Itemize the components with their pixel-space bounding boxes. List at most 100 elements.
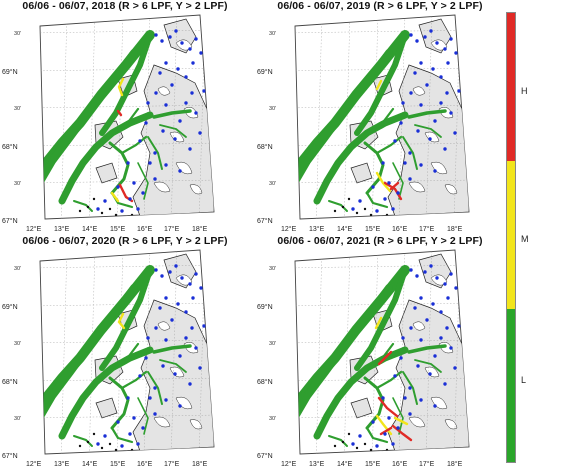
lat-minute-label: 30' [14, 416, 21, 422]
station-dot-dark [108, 442, 112, 446]
station-dot [383, 197, 387, 201]
lake-shape [412, 321, 426, 331]
station-dot [416, 364, 420, 368]
lat-label: 69°N [2, 68, 18, 76]
station-dot [433, 404, 437, 408]
station-dot [358, 434, 362, 438]
station-dot [198, 366, 202, 370]
station-dot [158, 306, 162, 310]
station-dot-dark [333, 444, 337, 448]
meridian-line [453, 15, 461, 219]
lon-label: 12°E [26, 225, 42, 233]
lat-minute-label: 30' [269, 181, 276, 187]
station-dot [435, 41, 439, 45]
station-dot [403, 161, 407, 165]
lon-label: 17°E [419, 225, 435, 233]
lon-label: 12°E [26, 460, 42, 468]
station-dot [188, 147, 192, 151]
route-segment-low [58, 111, 154, 205]
route-segment-low [402, 136, 418, 170]
route-segment-low [120, 370, 148, 390]
route-segment-medium [393, 416, 409, 426]
lat-label: 69°N [2, 303, 18, 311]
station-dot [439, 310, 443, 314]
route-segment-low [365, 426, 389, 444]
route-segment-low [365, 191, 389, 209]
meridian-line [343, 15, 351, 219]
route-segment-low [99, 267, 153, 371]
meridian-line [60, 15, 68, 219]
lake-shape [169, 131, 185, 143]
station-dot [176, 67, 180, 71]
station-dot [396, 426, 400, 430]
station-dot-dark [108, 207, 112, 211]
station-dot [174, 29, 178, 33]
station-dot [154, 33, 158, 37]
station-dot [409, 33, 413, 37]
colorbar-medium [507, 161, 515, 310]
map-2020: 69°N 68°N 67°N 30' 30' 30' 12°E 13°E 14°E 15°E 16°… [2, 248, 215, 468]
lat-minute-label: 30' [14, 341, 21, 347]
station-dot [202, 324, 206, 328]
station-dot-dark [347, 197, 351, 201]
lon-label: 16°E [392, 460, 408, 468]
station-dot [391, 442, 395, 446]
colorbar-label-medium: M [521, 234, 529, 244]
map-panel-2019: 06/06 - 06/07, 2019 (R > 6 LPF, Y > 2 LP… [255, 0, 505, 233]
station-dot [103, 199, 107, 203]
route-segment-high [377, 396, 399, 418]
colorbar [506, 12, 516, 463]
station-dot [153, 412, 157, 416]
lon-label: 17°E [419, 460, 435, 468]
station-dot-dark [100, 446, 104, 450]
station-dot [454, 51, 458, 55]
station-dot [194, 37, 198, 41]
route-segment-low [147, 371, 163, 405]
station-dot [160, 39, 164, 43]
station-dot [383, 432, 387, 436]
meridian-line [33, 248, 39, 463]
station-dot [425, 318, 429, 322]
station-dot [199, 286, 203, 290]
colorbar-low [507, 309, 515, 462]
station-dot-dark [347, 432, 351, 436]
lon-label: 13°E [54, 460, 70, 468]
lat-minute-label: 30' [269, 266, 276, 272]
station-dot [449, 346, 453, 350]
station-dot [178, 119, 182, 123]
station-dot [445, 91, 449, 95]
meridian-line [88, 15, 96, 219]
station-dot [413, 306, 417, 310]
station-dot [188, 47, 192, 51]
route-segment-high [383, 181, 403, 201]
lat-label: 69°N [257, 68, 273, 76]
lon-label: 14°E [337, 225, 353, 233]
route-segment-low [407, 109, 447, 119]
station-dot [168, 270, 172, 274]
route-segment-high [116, 109, 123, 117]
lake-shape [424, 366, 440, 378]
station-dot [428, 137, 432, 141]
route-segment-low [392, 397, 404, 435]
route-segment-high [377, 350, 393, 366]
station-dot [170, 83, 174, 87]
station-dot [120, 209, 124, 213]
station-dot [188, 382, 192, 386]
route-segment-low [147, 136, 163, 170]
station-dot [443, 282, 447, 286]
station-dot [415, 274, 419, 278]
station-dot-dark [78, 209, 82, 213]
station-dot [160, 274, 164, 278]
land-shape [350, 397, 373, 419]
lake-shape [424, 131, 440, 143]
station-dot [408, 151, 412, 155]
lon-label: 15°E [365, 460, 381, 468]
meridian-line [198, 15, 206, 219]
route-segment-low [407, 344, 447, 354]
route-segment-medium [374, 316, 383, 330]
route-segment-low [73, 435, 93, 447]
lat-label: 69°N [257, 303, 273, 311]
station-dot [401, 336, 405, 340]
station-dot [198, 131, 202, 135]
station-dot [413, 71, 417, 75]
